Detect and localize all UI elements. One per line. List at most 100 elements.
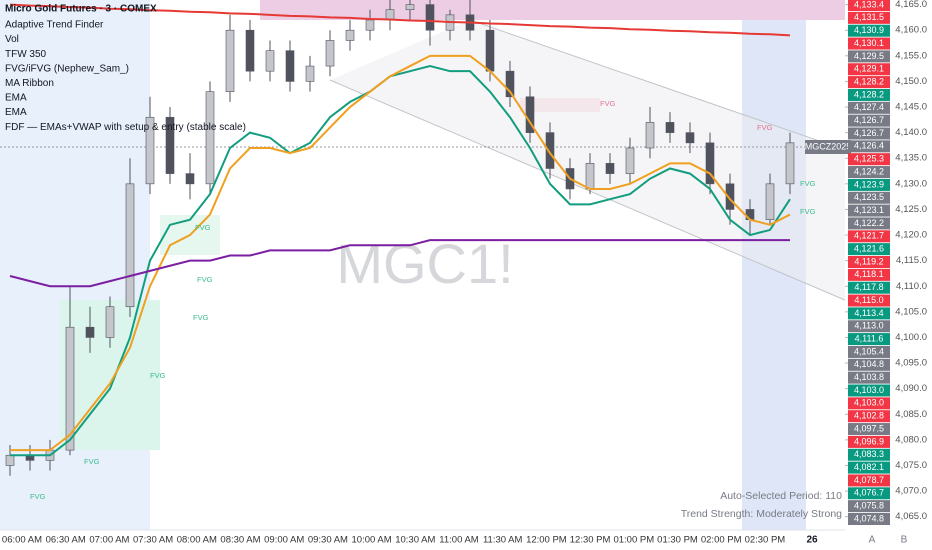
candle-body <box>145 116 155 185</box>
price-label: 4,127.4 <box>854 102 884 112</box>
price-label: 4,125.3 <box>854 154 884 164</box>
price-label: 4,103.0 <box>854 398 884 408</box>
x-tick-label: 08:30 AM <box>220 535 260 546</box>
price-label: 4,105.4 <box>854 346 884 356</box>
y-tick-label: 4,145.0 <box>895 102 927 113</box>
indicator-label: FDF — EMAs+VWAP with setup & entry (stab… <box>5 122 246 133</box>
fvg-label: FVG <box>150 371 166 380</box>
price-label-box <box>848 63 890 76</box>
series-line <box>9 3 791 37</box>
fvg-label: FVG <box>800 179 816 188</box>
candle-body <box>485 29 495 72</box>
x-tick-label: 01:30 PM <box>657 535 698 546</box>
price-label: 4,111.6 <box>855 333 884 343</box>
fvg-label: FVG <box>600 99 616 108</box>
price-label-box <box>848 24 890 37</box>
candle-body <box>125 183 135 308</box>
price-label-box <box>848 487 890 500</box>
x-tick-label: 11:30 AM <box>483 535 523 546</box>
fvg-label: FVG <box>84 457 100 466</box>
x-tick-label: 12:00 PM <box>526 535 567 546</box>
price-label-box <box>848 243 890 256</box>
price-label-box <box>848 11 890 24</box>
price-label-box <box>848 474 890 487</box>
candle-body <box>405 4 415 11</box>
price-label-box <box>848 500 890 513</box>
candle-body <box>505 70 515 98</box>
price-label: 4,082.1 <box>854 462 884 472</box>
price-label-box <box>848 358 890 371</box>
candle-body <box>345 29 355 41</box>
price-label: 4,124.2 <box>854 166 884 176</box>
price-label-box <box>848 256 890 268</box>
price-label-box <box>848 37 890 50</box>
price-label: 4,133.4 <box>854 0 884 9</box>
series-line <box>10 54 791 452</box>
candle-body <box>705 142 715 185</box>
price-label-box <box>848 230 890 243</box>
price-label-box <box>848 371 890 384</box>
series-line <box>10 65 791 457</box>
x-tick-label: 10:30 AM <box>395 535 435 546</box>
price-label: 4,102.8 <box>854 411 884 421</box>
candle-body <box>785 142 795 185</box>
x-tick-label: 12:30 PM <box>570 535 611 546</box>
candle-body <box>725 183 735 210</box>
axis-button[interactable]: A <box>869 535 876 546</box>
price-label: 4,118.1 <box>854 269 883 279</box>
y-tick-label: 4,080.0 <box>895 434 927 445</box>
price-label-box <box>848 166 890 179</box>
price-label-box <box>848 461 890 474</box>
price-label-box <box>848 384 890 397</box>
price-label: 4,104.8 <box>854 359 884 369</box>
price-label: 4,126.7 <box>854 115 884 125</box>
price-label-box <box>848 76 890 89</box>
price-label-box <box>848 153 890 166</box>
price-label-box <box>848 191 890 204</box>
x-tick-label: 11:00 AM <box>439 535 479 546</box>
symbol-label-box <box>805 140 851 154</box>
y-tick-label: 4,095.0 <box>895 358 927 369</box>
y-tick-label: 4,150.0 <box>895 76 927 87</box>
price-label-box <box>848 88 890 101</box>
x-tick-label: 07:30 AM <box>133 535 173 546</box>
price-label: 4,129.1 <box>854 64 884 74</box>
candle-body <box>545 132 555 169</box>
price-label-box <box>848 140 890 153</box>
y-tick-label: 4,140.0 <box>895 127 927 138</box>
y-tick-label: 4,125.0 <box>895 204 927 215</box>
price-label-box <box>848 397 890 410</box>
candle-body <box>65 326 75 451</box>
indicator-label: EMA <box>5 93 27 104</box>
price-label: 4,103.8 <box>854 372 884 382</box>
y-tick-label: 4,070.0 <box>895 486 927 497</box>
price-label-box <box>848 50 890 63</box>
price-label-box <box>848 268 890 281</box>
price-label-box <box>848 281 890 294</box>
footer-line: Auto-Selected Period: 110 <box>720 490 842 502</box>
price-label: 4,113.4 <box>854 308 883 318</box>
candle-body <box>205 91 215 185</box>
price-label: 4,128.2 <box>854 76 884 86</box>
candle-body <box>645 122 655 149</box>
symbol-label: MGCZ2025 <box>805 141 852 151</box>
y-tick-label: 4,090.0 <box>895 383 927 394</box>
price-label-box <box>848 294 890 307</box>
price-label-box <box>848 435 890 448</box>
candle-body <box>625 147 635 174</box>
x-tick-label: 07:00 AM <box>89 535 129 546</box>
indicator-label: Adaptive Trend Finder <box>5 20 104 31</box>
fvg-label: FVG <box>800 207 816 216</box>
y-tick-label: 4,155.0 <box>895 50 927 61</box>
indicator-label: FVG/iFVG (Nephew_Sam_) <box>5 63 129 74</box>
price-label: 4,078.7 <box>854 475 884 485</box>
price-label: 4,130.1 <box>854 38 884 48</box>
price-label-box <box>848 307 890 320</box>
price-label: 4,126.7 <box>854 128 884 138</box>
candle-body <box>665 122 675 133</box>
axis-button[interactable]: B <box>901 535 908 546</box>
price-label: 4,083.3 <box>854 449 884 459</box>
channel-fill <box>330 20 845 300</box>
